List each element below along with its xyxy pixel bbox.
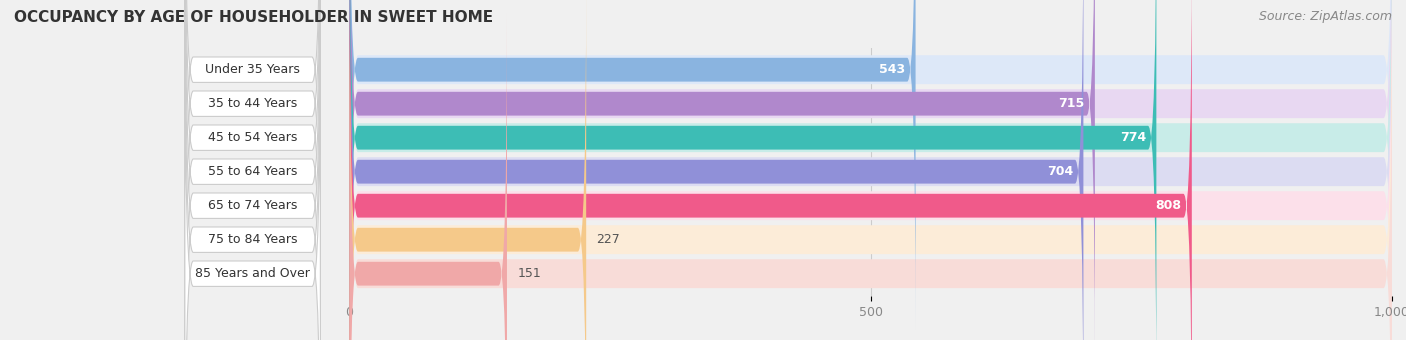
Text: 65 to 74 Years: 65 to 74 Years bbox=[208, 199, 297, 212]
Text: 151: 151 bbox=[517, 267, 541, 280]
FancyBboxPatch shape bbox=[350, 0, 1392, 340]
FancyBboxPatch shape bbox=[184, 14, 321, 340]
FancyBboxPatch shape bbox=[184, 0, 321, 329]
FancyBboxPatch shape bbox=[350, 0, 1392, 340]
FancyBboxPatch shape bbox=[184, 0, 321, 340]
Text: 704: 704 bbox=[1046, 165, 1073, 178]
FancyBboxPatch shape bbox=[184, 0, 321, 340]
FancyBboxPatch shape bbox=[184, 0, 321, 340]
Text: 55 to 64 Years: 55 to 64 Years bbox=[208, 165, 297, 178]
Text: 774: 774 bbox=[1119, 131, 1146, 144]
Text: 75 to 84 Years: 75 to 84 Years bbox=[208, 233, 298, 246]
Text: 808: 808 bbox=[1156, 199, 1181, 212]
FancyBboxPatch shape bbox=[350, 14, 508, 340]
Text: 35 to 44 Years: 35 to 44 Years bbox=[208, 97, 297, 110]
FancyBboxPatch shape bbox=[350, 0, 1392, 340]
Text: 85 Years and Over: 85 Years and Over bbox=[195, 267, 311, 280]
Text: 543: 543 bbox=[879, 63, 905, 76]
FancyBboxPatch shape bbox=[350, 0, 1084, 340]
Text: 227: 227 bbox=[596, 233, 620, 246]
FancyBboxPatch shape bbox=[350, 16, 1392, 340]
FancyBboxPatch shape bbox=[350, 0, 1095, 340]
FancyBboxPatch shape bbox=[184, 0, 321, 340]
Text: Under 35 Years: Under 35 Years bbox=[205, 63, 299, 76]
FancyBboxPatch shape bbox=[350, 0, 1392, 340]
FancyBboxPatch shape bbox=[350, 0, 1192, 340]
Text: Source: ZipAtlas.com: Source: ZipAtlas.com bbox=[1258, 10, 1392, 23]
FancyBboxPatch shape bbox=[350, 0, 1156, 340]
FancyBboxPatch shape bbox=[350, 0, 915, 330]
Text: OCCUPANCY BY AGE OF HOUSEHOLDER IN SWEET HOME: OCCUPANCY BY AGE OF HOUSEHOLDER IN SWEET… bbox=[14, 10, 494, 25]
FancyBboxPatch shape bbox=[184, 0, 321, 340]
Text: 715: 715 bbox=[1059, 97, 1084, 110]
FancyBboxPatch shape bbox=[350, 0, 586, 340]
FancyBboxPatch shape bbox=[350, 0, 1392, 340]
FancyBboxPatch shape bbox=[350, 0, 1392, 327]
Text: 45 to 54 Years: 45 to 54 Years bbox=[208, 131, 297, 144]
